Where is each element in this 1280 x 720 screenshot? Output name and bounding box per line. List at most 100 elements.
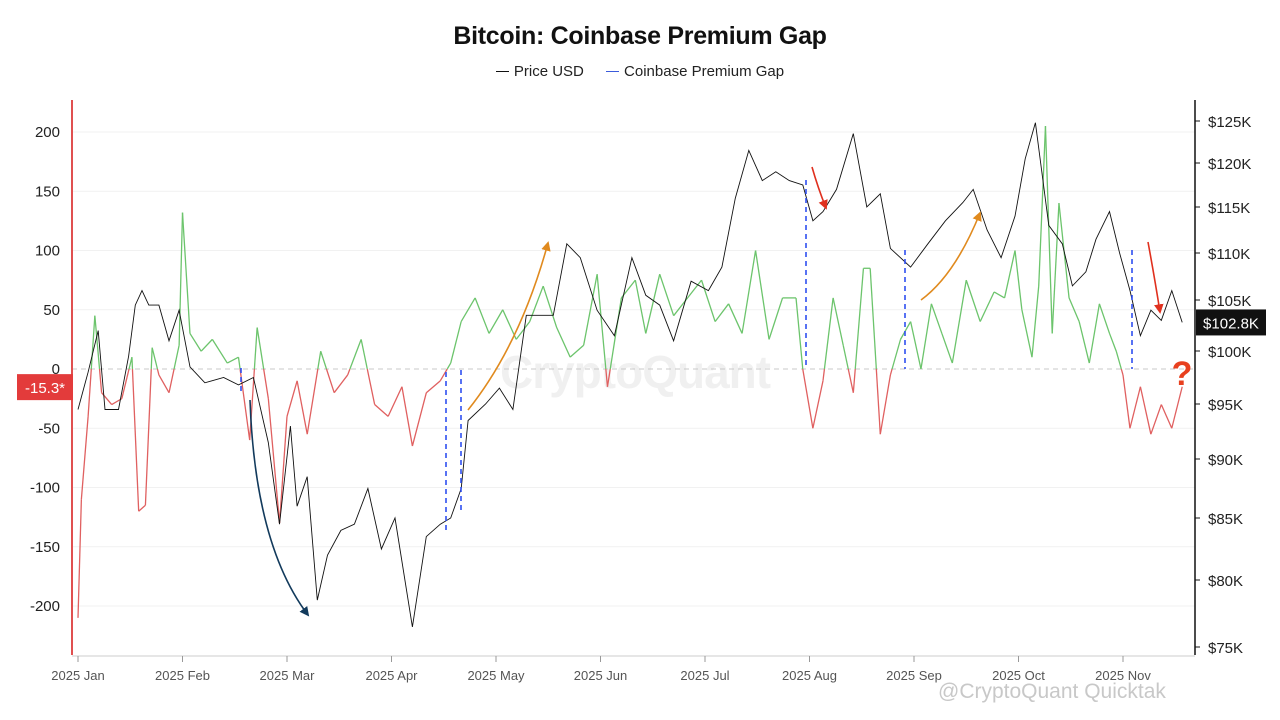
price-series xyxy=(77,122,1183,627)
left-tick-label: 100 xyxy=(35,243,60,260)
x-tick-label: 2025 Sep xyxy=(886,668,942,683)
premium-gap-segment xyxy=(542,285,558,328)
legend-line-icon xyxy=(606,70,620,72)
trend-arrow xyxy=(1147,241,1164,314)
premium-gap-segment xyxy=(306,368,319,435)
left-tick-label: 50 xyxy=(43,302,60,319)
premium-gap-segment xyxy=(1129,386,1142,429)
premium-gap-segment xyxy=(556,327,571,358)
left-tick-label: 0 xyxy=(52,361,60,378)
price-current-badge xyxy=(1196,309,1266,336)
premium-gap-segment xyxy=(296,380,308,435)
premium-gap-segment xyxy=(347,368,351,376)
right-tick-label: $125K xyxy=(1208,114,1251,131)
left-tick-label: 200 xyxy=(35,124,60,141)
premium-gap-segment xyxy=(98,368,103,393)
premium-gap-segment xyxy=(474,297,490,334)
premium-gap-segment xyxy=(645,274,661,334)
legend-item-price[interactable]: Price USD xyxy=(495,63,584,80)
x-tick-label: 2025 Mar xyxy=(260,668,316,683)
x-tick-label: 2025 Jul xyxy=(680,668,729,683)
premium-gap-segment xyxy=(832,297,844,346)
legend: Price USD Coinbase Premium Gap xyxy=(0,63,1280,80)
premium-gap-segment xyxy=(349,339,362,370)
trend-arrow xyxy=(249,399,310,617)
premium-gap-segment xyxy=(700,279,716,322)
premium-gap-segment xyxy=(842,345,849,370)
premium-gap-segment xyxy=(1038,126,1047,287)
footer-watermark: @CryptoQuant Quicktak xyxy=(938,680,1166,703)
premium-gap-segment xyxy=(411,392,427,447)
premium-gap-segment xyxy=(131,357,134,370)
premium-gap-segment xyxy=(374,404,389,417)
premium-gap-segment xyxy=(1171,386,1183,429)
premium-gap-segment xyxy=(320,351,328,370)
premium-gap-segment xyxy=(869,268,877,370)
premium-gap-segment xyxy=(286,380,298,417)
left-tick-label: -100 xyxy=(30,480,60,497)
premium-gap-segment xyxy=(728,303,743,334)
premium-gap-segment xyxy=(317,351,322,370)
premium-gap-segment xyxy=(754,250,770,340)
premium-gap-segment xyxy=(823,297,834,370)
premium-gap-segment xyxy=(87,368,92,417)
premium-gap-segment xyxy=(1051,203,1060,334)
left-tick-label: 150 xyxy=(35,183,60,200)
premium-gap-segment xyxy=(741,250,757,334)
premium-gap-segment xyxy=(909,321,922,370)
right-tick-label: $105K xyxy=(1208,293,1251,310)
premium-gap-segment xyxy=(121,368,130,399)
question-mark: ? xyxy=(1172,355,1193,393)
premium-gap-segment xyxy=(714,303,730,322)
premium-gap-segment xyxy=(687,279,703,299)
premium-gap-segment xyxy=(1088,303,1101,364)
premium-gap-segment xyxy=(1160,404,1173,429)
left-tick-label: -200 xyxy=(30,598,60,615)
premium-gap-segment xyxy=(401,386,414,447)
premium-gap-segment xyxy=(425,380,441,394)
legend-item-premium-gap[interactable]: Coinbase Premium Gap xyxy=(606,63,784,80)
premium-gap-segment xyxy=(267,398,281,524)
premium-gap-segment xyxy=(249,368,256,441)
premium-gap-segment xyxy=(609,297,623,370)
left-tick-label: -50 xyxy=(38,420,60,437)
premium-gap-segment xyxy=(1122,374,1131,429)
premium-gap-segment xyxy=(181,212,191,334)
premium-gap-segment xyxy=(278,416,288,524)
trend-arrow xyxy=(920,211,982,301)
legend-label-premium-gap: Coinbase Premium Gap xyxy=(624,63,785,80)
trend-arrow xyxy=(811,166,828,210)
premium-gap-segment xyxy=(237,357,241,370)
x-tick-label: 2025 Oct xyxy=(992,668,1045,683)
premium-gap-segment xyxy=(144,368,152,506)
premium-gap-segment xyxy=(158,374,170,394)
premium-gap-segment xyxy=(90,315,96,370)
price-line xyxy=(77,122,1183,627)
premium-gap-segment xyxy=(1108,333,1117,352)
right-tick-label: $75K xyxy=(1208,640,1243,657)
premium-gap-segment xyxy=(1068,297,1080,322)
right-axis-ticks: $125K $120K $115K $110K $105K $100K $95K $90K $8… xyxy=(1195,114,1251,657)
premium-gap-segment xyxy=(450,321,462,364)
premium-gap-segment xyxy=(854,268,865,370)
annotations: ? xyxy=(240,166,1193,617)
premium-gap-segment xyxy=(1098,303,1111,334)
premium-gap-segment xyxy=(94,315,101,370)
premium-gap-segment xyxy=(965,279,981,322)
x-axis-ticks: 2025 Jan 2025 Feb 2025 Mar 2025 Apr 2025 May… xyxy=(51,656,1151,683)
premium-gap-segment xyxy=(360,339,368,370)
premium-gap-segment xyxy=(802,368,814,429)
premium-gap-segment xyxy=(211,339,228,364)
premium-gap-segment xyxy=(200,338,213,352)
price-current-value: $102.8K xyxy=(1203,315,1259,332)
premium-gap-segment xyxy=(596,274,607,370)
premium-gap-segment xyxy=(812,380,824,429)
premium-gap-current-badge xyxy=(17,374,73,401)
right-tick-label: $85K xyxy=(1208,511,1243,528)
x-tick-label: 2025 Apr xyxy=(365,668,418,683)
right-tick-label: $95K xyxy=(1208,397,1243,414)
premium-gap-segment xyxy=(256,327,265,370)
premium-gap-segment xyxy=(1014,250,1023,310)
x-tick-label: 2025 Aug xyxy=(782,668,837,683)
